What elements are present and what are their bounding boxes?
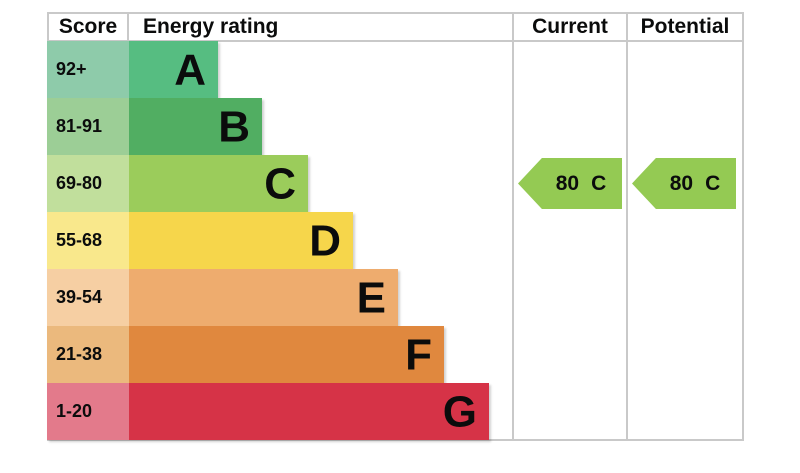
band-bar-a: A: [129, 41, 218, 98]
band-letter-c: C: [264, 159, 296, 209]
band-letter-g: G: [442, 387, 477, 437]
band-letter-e: E: [356, 273, 386, 323]
energy-rating-column-header: Energy rating: [143, 15, 279, 38]
band-rows: 92+ A 81-91 B 69-80 C 55-68 D 39-54 E 21…: [47, 41, 489, 440]
score-range-e: 39-54: [47, 269, 129, 326]
score-column-divider: [127, 12, 129, 42]
current-rating-value: 80: [555, 171, 580, 195]
score-range-b: 81-91: [47, 98, 129, 155]
potential-rating-arrow: 80 C: [632, 158, 736, 209]
current-rating-band: C: [591, 171, 607, 195]
table-top-border: [47, 12, 744, 14]
potential-column-right-border: [742, 12, 744, 441]
band-bar-f: F: [129, 326, 444, 383]
band-letter-d: D: [309, 216, 341, 266]
score-range-g: 1-20: [47, 383, 129, 440]
band-letter-f: F: [405, 330, 432, 380]
score-range-a: 92+: [47, 41, 129, 98]
band-letter-a: A: [174, 45, 206, 95]
band-row-e: 39-54 E: [47, 269, 489, 326]
band-row-a: 92+ A: [47, 41, 489, 98]
score-range-f: 21-38: [47, 326, 129, 383]
band-bar-g: G: [129, 383, 489, 440]
band-row-c: 69-80 C: [47, 155, 489, 212]
band-bar-e: E: [129, 269, 398, 326]
header-left-border: [47, 12, 49, 42]
table-bottom-border: [47, 439, 744, 441]
potential-rating-band: C: [705, 171, 721, 195]
band-bar-d: D: [129, 212, 353, 269]
current-rating-arrow: 80 C: [518, 158, 622, 209]
potential-rating-value: 80: [669, 171, 694, 195]
band-bar-b: B: [129, 98, 262, 155]
band-letter-b: B: [218, 102, 250, 152]
band-row-b: 81-91 B: [47, 98, 489, 155]
score-column-header: Score: [58, 15, 118, 38]
score-range-c: 69-80: [47, 155, 129, 212]
header-bottom-border: [47, 40, 744, 42]
current-column-right-border: [626, 12, 628, 441]
band-row-g: 1-20 G: [47, 383, 489, 440]
band-row-d: 55-68 D: [47, 212, 489, 269]
band-row-f: 21-38 F: [47, 326, 489, 383]
potential-column-header: Potential: [640, 15, 730, 38]
current-column-left-border: [512, 12, 514, 441]
score-range-d: 55-68: [47, 212, 129, 269]
current-column-header: Current: [532, 15, 608, 38]
band-bar-c: C: [129, 155, 308, 212]
